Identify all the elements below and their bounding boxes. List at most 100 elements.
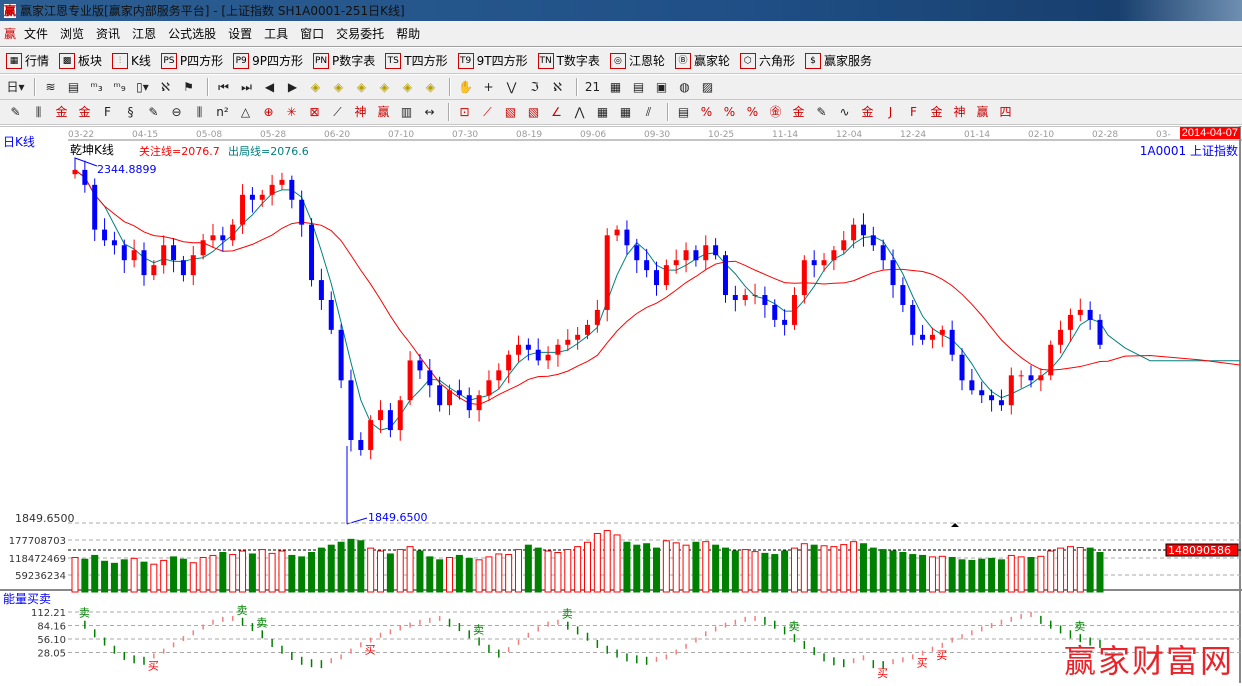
j-fan-icon[interactable]: J bbox=[888, 104, 893, 119]
gold-fan-icon[interactable]: 金 bbox=[930, 104, 943, 119]
toolbar-button-p9[interactable]: P9 9P四方形 bbox=[233, 52, 303, 69]
zoom-all-icon[interactable]: ◈ bbox=[402, 79, 413, 94]
menu-item-0[interactable]: 文件 bbox=[24, 27, 49, 41]
toolbar-button-gann-wheel[interactable]: ◎ 江恩轮 bbox=[609, 52, 665, 69]
shift-right-icon[interactable]: ◈ bbox=[333, 79, 344, 94]
menu-item-8[interactable]: 交易委托 bbox=[336, 27, 385, 41]
toolbar-button-hexagon[interactable]: ⬡ 六角形 bbox=[739, 52, 795, 69]
toolbar-button-pn[interactable]: PN P数字表 bbox=[313, 52, 375, 69]
menu-item-9[interactable]: 帮助 bbox=[396, 27, 421, 41]
next-icon[interactable]: ▶ bbox=[287, 79, 298, 94]
shen-lines-icon[interactable]: 神 bbox=[354, 104, 367, 119]
buy-signal: 买 bbox=[936, 649, 947, 662]
pen-bar-icon[interactable]: ✎ bbox=[816, 104, 827, 119]
toolbar-button-ts[interactable]: TS T四方形 bbox=[385, 52, 448, 69]
measure-icon[interactable]: ↔ bbox=[424, 104, 435, 119]
pen-icon[interactable]: ✎ bbox=[10, 104, 21, 119]
shrink-h-icon[interactable]: ◈ bbox=[379, 79, 390, 94]
prev-icon[interactable]: ◀ bbox=[264, 79, 275, 94]
parallel-lines-icon[interactable]: ⫼ bbox=[35, 104, 42, 119]
ruler-123-icon[interactable]: ▥ bbox=[400, 104, 413, 119]
toolbar-button-dollar[interactable]: $ 赢家服务 bbox=[804, 52, 872, 69]
gold-circle-icon[interactable]: ㊎ bbox=[769, 104, 782, 119]
fib-lines-icon[interactable]: F bbox=[104, 104, 111, 119]
toolbar-button-quote-grid[interactable]: ▦ 行情 bbox=[6, 52, 49, 69]
zoom-v-icon[interactable]: ◈ bbox=[425, 79, 436, 94]
gann-box-icon[interactable]: ▧ bbox=[504, 104, 517, 119]
network-icon[interactable]: ◍ bbox=[679, 79, 690, 94]
wave3-icon[interactable]: ᵐ₃ bbox=[90, 79, 103, 94]
toolbar-button-big-wheel[interactable]: Ⓑ 赢家轮 bbox=[674, 52, 730, 69]
pen-ruler-icon[interactable]: ✎ bbox=[148, 104, 159, 119]
kline-chart[interactable]: 03-22 04-15 05-08 05-28 06-20 07-10 07-30 08-19… bbox=[0, 125, 1242, 683]
menu-item-3[interactable]: 江恩 bbox=[132, 27, 157, 41]
percent-lines-icon[interactable]: % bbox=[746, 104, 759, 119]
menu-item-6[interactable]: 工具 bbox=[264, 27, 289, 41]
toolbar-button-ps[interactable]: PS P四方形 bbox=[160, 52, 223, 69]
calculator-icon[interactable]: ▦ bbox=[609, 79, 622, 94]
n2-lines-icon[interactable]: n² bbox=[216, 104, 229, 119]
circle-lines-icon[interactable]: ⊖ bbox=[171, 104, 182, 119]
web-grid-icon[interactable]: ⊠ bbox=[309, 104, 320, 119]
angle-fan-icon[interactable]: ∠ bbox=[551, 104, 562, 119]
toolbar-button-tn[interactable]: TN T数字表 bbox=[537, 52, 600, 69]
period-day-icon[interactable]: 日▾ bbox=[6, 79, 25, 94]
volume-bar bbox=[850, 541, 858, 593]
menu-item-7[interactable]: 窗口 bbox=[300, 27, 325, 41]
document-icon[interactable]: ▤ bbox=[632, 79, 645, 94]
scale-icon[interactable]: ▤ bbox=[677, 104, 690, 119]
wave9-icon[interactable]: ᵐ₉ bbox=[113, 79, 126, 94]
toolbar-button-kline[interactable]: ⫶ K线 bbox=[112, 52, 151, 69]
spiral-lines-icon[interactable]: § bbox=[127, 104, 134, 119]
gold-lines2-icon[interactable]: 金 bbox=[78, 104, 91, 119]
zigzag-icon[interactable]: ⋀ bbox=[574, 104, 585, 119]
menu-item-5[interactable]: 设置 bbox=[228, 27, 253, 41]
web-icon[interactable]: ✳ bbox=[286, 104, 297, 119]
hand-icon[interactable]: ✋ bbox=[458, 79, 473, 94]
map-icon[interactable]: ℵ bbox=[161, 79, 170, 94]
first-icon[interactable]: ⏮ bbox=[218, 79, 229, 94]
grid-icon[interactable]: ▦ bbox=[596, 104, 609, 119]
percent-icon[interactable]: % bbox=[723, 104, 736, 119]
target-icon[interactable]: ⊕ bbox=[263, 104, 274, 119]
box-icon[interactable]: ⊡ bbox=[459, 104, 470, 119]
notes-icon[interactable]: ▤ bbox=[67, 79, 80, 94]
gold-red-icon[interactable]: 金 bbox=[861, 104, 874, 119]
chart-canvas[interactable]: 03-22 04-15 05-08 05-28 06-20 07-10 07-30 08-19… bbox=[0, 125, 1242, 683]
f-fan-icon[interactable]: F bbox=[910, 104, 917, 119]
grid2-icon[interactable]: ▦ bbox=[619, 104, 632, 119]
sine-icon[interactable]: ∿ bbox=[839, 104, 850, 119]
pattern-icon[interactable]: ℵ bbox=[553, 79, 562, 94]
gold-lines-icon[interactable]: 金 bbox=[55, 104, 68, 119]
save-icon[interactable]: ▣ bbox=[655, 79, 668, 94]
fan-icon[interactable]: ⟋ bbox=[483, 104, 492, 119]
angle-line-icon[interactable]: ⟋ bbox=[333, 104, 342, 119]
triangle-icon[interactable]: △ bbox=[240, 104, 251, 119]
menu-item-1[interactable]: 浏览 bbox=[60, 27, 85, 41]
channel-icon[interactable]: ⫽ bbox=[645, 104, 652, 119]
flag-icon[interactable]: ⚑ bbox=[183, 79, 194, 94]
menu-logo-icon[interactable]: 赢 bbox=[4, 27, 17, 41]
print-icon[interactable]: ▨ bbox=[701, 79, 714, 94]
toolbar-button-t9[interactable]: T9 9T四方形 bbox=[457, 52, 528, 69]
gann-box2-icon[interactable]: ▧ bbox=[527, 104, 540, 119]
percent-fan-icon[interactable]: % bbox=[700, 104, 713, 119]
ying-lines-icon[interactable]: 赢 bbox=[377, 104, 390, 119]
shift-left-icon[interactable]: ◈ bbox=[310, 79, 321, 94]
zoom-h-icon[interactable]: ◈ bbox=[356, 79, 367, 94]
menu-item-4[interactable]: 公式选股 bbox=[168, 27, 217, 41]
crosshair-icon[interactable]: + bbox=[483, 79, 494, 94]
calendar-icon[interactable]: 21 bbox=[584, 79, 601, 94]
toolbar-button-sector[interactable]: ▩ 板块 bbox=[59, 52, 102, 69]
gold-lines3-icon[interactable]: 金 bbox=[792, 104, 805, 119]
candle-type-icon[interactable]: ▯▾ bbox=[136, 79, 149, 94]
menu-item-2[interactable]: 资讯 bbox=[96, 27, 121, 41]
chart-style-icon[interactable]: ≋ bbox=[45, 79, 56, 94]
ying-fan-icon[interactable]: 赢 bbox=[976, 104, 989, 119]
four-fan-icon[interactable]: 四 bbox=[999, 104, 1012, 119]
last-icon[interactable]: ⏭ bbox=[241, 79, 252, 94]
shen-fan-icon[interactable]: 神 bbox=[953, 104, 966, 119]
wave-mark-icon[interactable]: ⋁ bbox=[506, 79, 517, 94]
formula-icon[interactable]: ℑ bbox=[530, 79, 539, 94]
quad-lines-icon[interactable]: ⫼ bbox=[196, 104, 203, 119]
